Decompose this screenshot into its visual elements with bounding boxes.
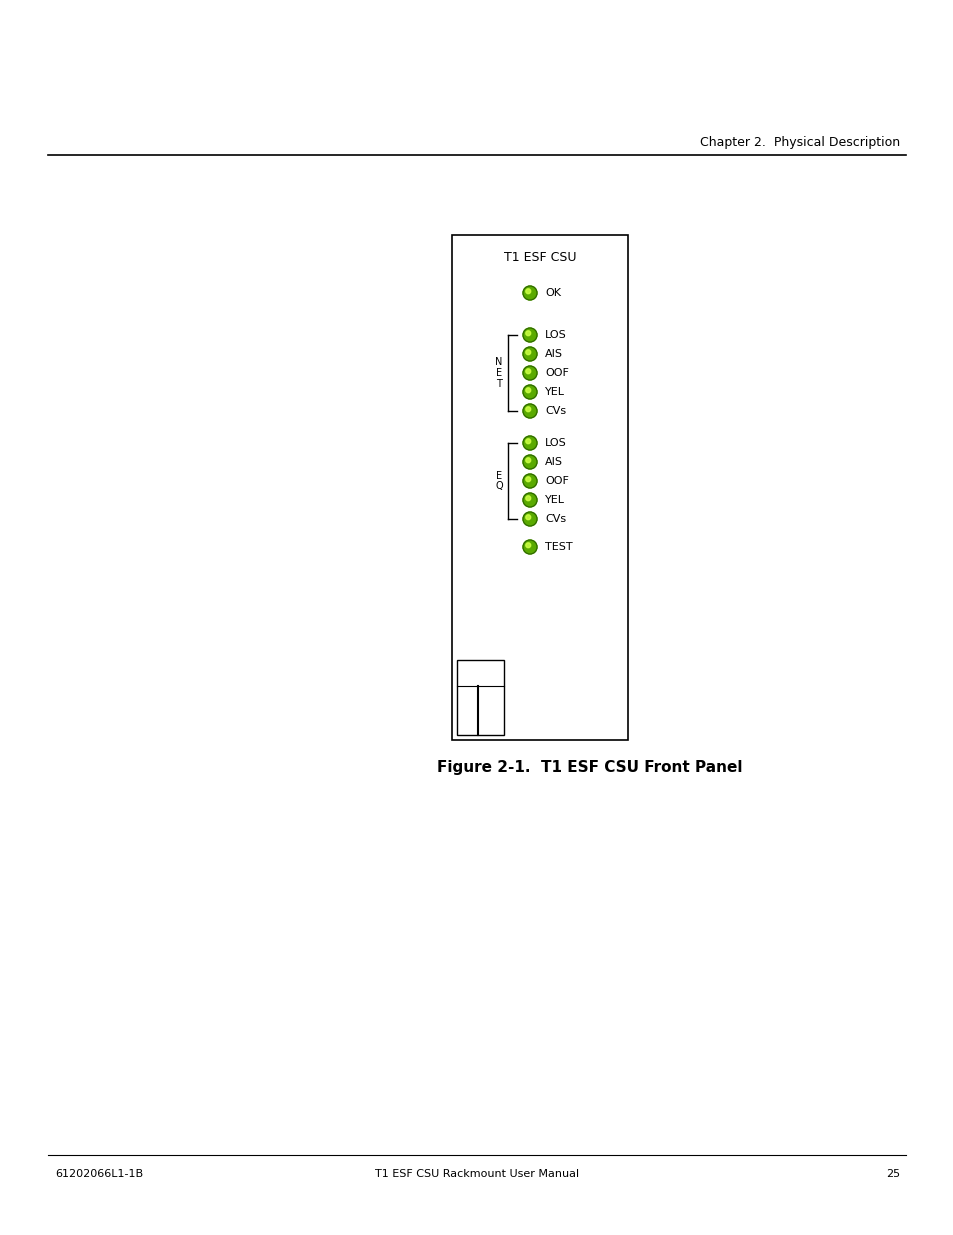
Text: TEST: TEST [544, 542, 572, 552]
Circle shape [522, 404, 537, 417]
Text: T1 ESF CSU: T1 ESF CSU [503, 251, 576, 264]
Circle shape [522, 436, 537, 450]
Text: Figure 2-1.  T1 ESF CSU Front Panel: Figure 2-1. T1 ESF CSU Front Panel [436, 760, 742, 776]
Text: Chapter 2.  Physical Description: Chapter 2. Physical Description [700, 136, 899, 149]
Bar [456, 659, 503, 735]
Text: AIS: AIS [544, 350, 562, 359]
Bar [452, 235, 627, 740]
Circle shape [522, 366, 537, 380]
Text: LOS: LOS [544, 330, 566, 340]
Text: 25: 25 [885, 1170, 899, 1179]
Text: OOF: OOF [544, 475, 568, 487]
Circle shape [522, 454, 537, 469]
Circle shape [522, 385, 537, 399]
Circle shape [525, 289, 530, 294]
Text: E
Q: E Q [495, 471, 502, 492]
Circle shape [525, 350, 530, 354]
Text: 61202066L1-1B: 61202066L1-1B [55, 1170, 143, 1179]
Circle shape [522, 540, 537, 555]
Text: CVs: CVs [544, 514, 565, 524]
Circle shape [525, 388, 530, 393]
Text: OOF: OOF [544, 368, 568, 378]
Circle shape [522, 287, 537, 300]
Text: YEL: YEL [544, 495, 564, 505]
Circle shape [525, 406, 530, 411]
Text: T1 ESF CSU Rackmount User Manual: T1 ESF CSU Rackmount User Manual [375, 1170, 578, 1179]
Circle shape [525, 477, 530, 482]
Circle shape [525, 458, 530, 463]
Circle shape [525, 331, 530, 336]
Circle shape [525, 543, 530, 547]
Circle shape [522, 493, 537, 508]
Text: OK: OK [544, 288, 560, 298]
Circle shape [525, 438, 530, 443]
Circle shape [522, 474, 537, 488]
Circle shape [525, 495, 530, 500]
Circle shape [522, 329, 537, 342]
Circle shape [525, 515, 530, 520]
Text: CVs: CVs [544, 406, 565, 416]
Text: LOS: LOS [544, 438, 566, 448]
Circle shape [522, 513, 537, 526]
Text: AIS: AIS [544, 457, 562, 467]
Circle shape [522, 347, 537, 361]
Text: N
E
T: N E T [495, 357, 502, 389]
Text: YEL: YEL [544, 387, 564, 396]
Circle shape [525, 369, 530, 374]
